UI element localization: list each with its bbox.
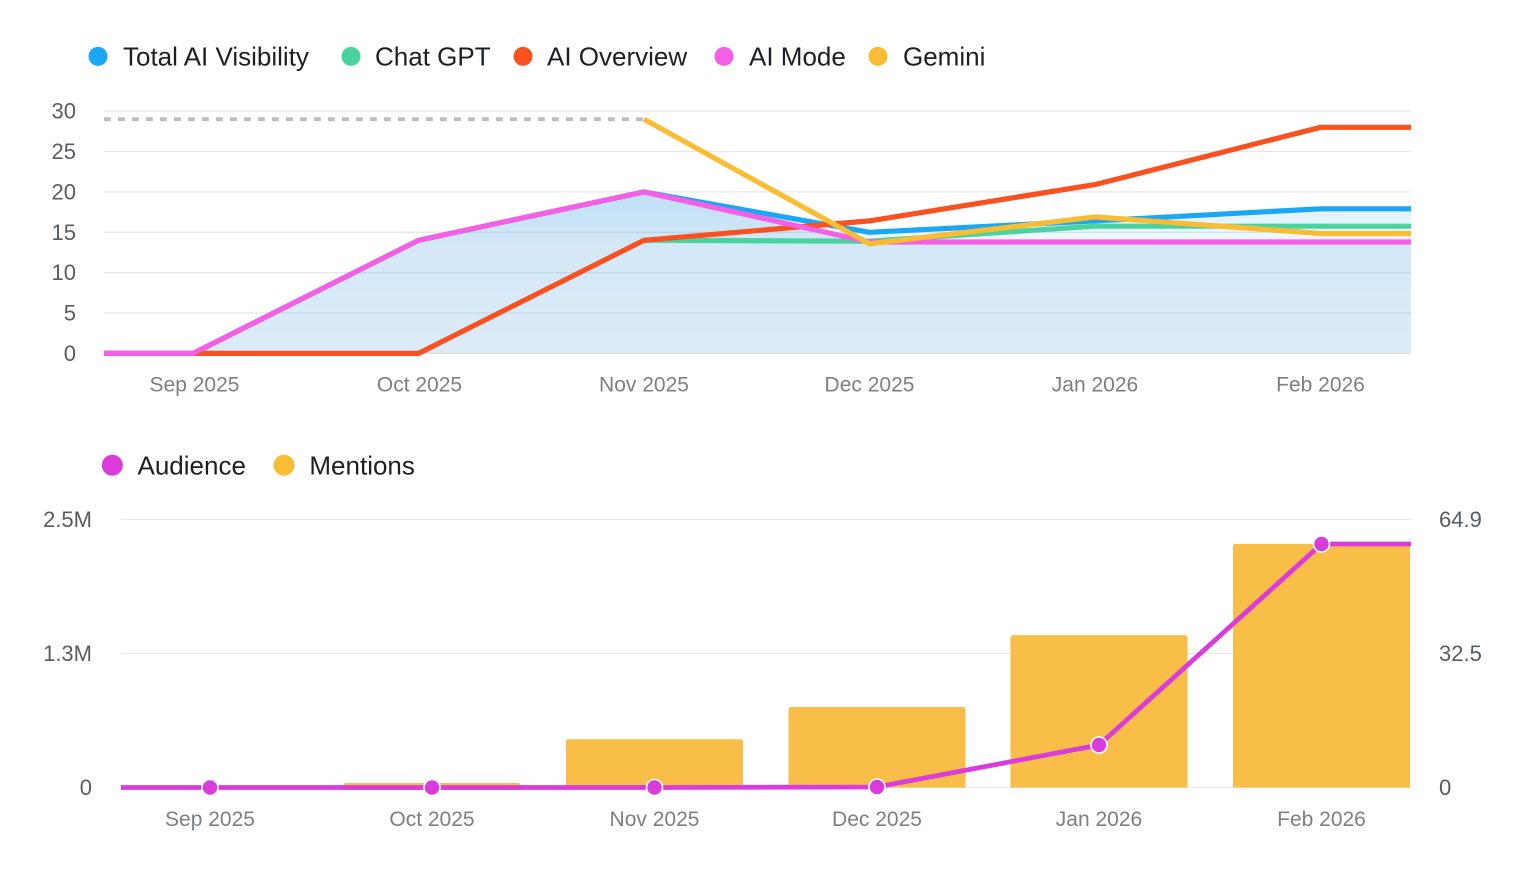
svg-text:Feb 2026: Feb 2026 <box>1277 808 1366 831</box>
svg-text:Nov 2025: Nov 2025 <box>610 808 700 831</box>
svg-text:Jan 2026: Jan 2026 <box>1056 808 1142 831</box>
svg-text:Nov 2025: Nov 2025 <box>599 374 689 397</box>
svg-text:64.9: 64.9 <box>1439 507 1482 532</box>
svg-text:Jan 2026: Jan 2026 <box>1052 374 1138 397</box>
svg-text:Dec 2025: Dec 2025 <box>832 808 922 831</box>
svg-text:AI Mode: AI Mode <box>749 42 846 72</box>
svg-text:Gemini: Gemini <box>903 42 985 72</box>
svg-text:10: 10 <box>52 260 76 285</box>
svg-text:Oct 2025: Oct 2025 <box>377 374 462 397</box>
svg-text:0: 0 <box>1439 775 1451 800</box>
svg-text:Oct 2025: Oct 2025 <box>389 808 474 831</box>
svg-text:1.3M: 1.3M <box>43 641 92 666</box>
svg-text:20: 20 <box>52 180 76 205</box>
svg-text:Sep 2025: Sep 2025 <box>165 808 255 831</box>
svg-text:Total AI Visibility: Total AI Visibility <box>123 42 309 72</box>
svg-text:Chat GPT: Chat GPT <box>375 42 491 72</box>
svg-text:15: 15 <box>52 220 76 245</box>
svg-text:Feb 2026: Feb 2026 <box>1276 374 1365 397</box>
svg-text:Mentions: Mentions <box>309 451 415 481</box>
svg-text:Sep 2025: Sep 2025 <box>150 374 240 397</box>
svg-text:Dec 2025: Dec 2025 <box>825 374 915 397</box>
svg-text:0: 0 <box>64 341 76 366</box>
svg-text:30: 30 <box>52 99 76 124</box>
svg-text:32.5: 32.5 <box>1439 641 1482 666</box>
svg-text:AI Overview: AI Overview <box>547 42 687 72</box>
svg-text:0: 0 <box>80 775 92 800</box>
svg-text:25: 25 <box>52 139 76 164</box>
svg-text:2.5M: 2.5M <box>43 507 92 532</box>
svg-text:5: 5 <box>64 301 76 326</box>
svg-text:Audience: Audience <box>138 451 246 481</box>
